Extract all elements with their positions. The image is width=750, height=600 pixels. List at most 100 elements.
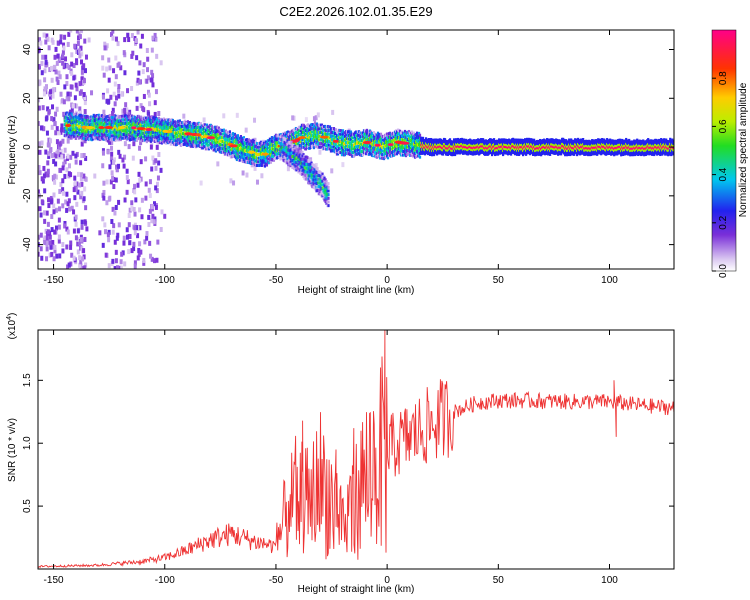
ridge-cell: [213, 129, 216, 133]
noise-cell: [107, 77, 111, 83]
ridge-cell: [116, 136, 119, 140]
ridge-cell: [205, 138, 208, 142]
noise-cell: [117, 93, 121, 99]
ridge-cell: [365, 128, 369, 132]
ridge-cell: [412, 131, 416, 135]
ridge-cell: [115, 127, 118, 131]
noise-cell: [130, 53, 134, 59]
ridge-cell: [524, 138, 527, 142]
noise-cell: [139, 43, 143, 49]
noise-cell: [38, 206, 42, 212]
noise-cell: [101, 65, 105, 71]
ridge-cell: [267, 157, 271, 161]
noise-cell: [43, 239, 47, 245]
noise-cell: [78, 182, 82, 188]
ridge-cell: [378, 145, 382, 149]
noise-cell: [40, 70, 44, 76]
ridge-cell: [605, 152, 608, 156]
noise-cell: [54, 225, 58, 231]
ridge-cell: [267, 150, 271, 154]
ridge-cell: [386, 156, 390, 160]
noise-cell: [222, 113, 226, 119]
ridge-cell: [378, 141, 382, 145]
noise-cell: [115, 95, 119, 101]
noise-cell: [157, 152, 161, 158]
noise-cell: [304, 117, 308, 123]
ridge-cell: [188, 135, 191, 139]
noise-cell: [58, 188, 62, 194]
noise-cell: [152, 219, 156, 225]
ridge-cell: [210, 146, 213, 150]
ridge-cell: [91, 115, 94, 119]
noise-cell: [111, 206, 115, 212]
noise-cell: [47, 151, 51, 157]
ridge-cell: [375, 141, 379, 145]
noise-cell: [253, 117, 257, 123]
ridge-cell: [178, 119, 181, 123]
noise-cell: [155, 181, 159, 187]
ridge-cell: [315, 122, 319, 126]
ridge-cell: [302, 142, 306, 146]
ridge-cell: [378, 152, 382, 156]
noise-cell: [48, 234, 52, 240]
ridge-cell: [103, 129, 106, 133]
noise-cell: [120, 91, 124, 97]
ridge-cell: [410, 137, 414, 141]
noise-cell: [123, 141, 127, 147]
ridge-cell: [91, 122, 94, 126]
noise-cell: [61, 178, 65, 184]
ridge-cell: [372, 145, 376, 149]
ridge-cell: [628, 138, 631, 142]
ridge-cell: [299, 129, 303, 133]
noise-cell: [51, 104, 55, 110]
ridge-cell: [242, 158, 246, 162]
noise-cell: [144, 195, 148, 201]
ridge-cell: [164, 141, 167, 145]
ridge-cell: [596, 152, 599, 156]
ridge-cell: [168, 125, 171, 129]
ridge-cell: [115, 134, 118, 138]
noise-cell: [136, 182, 140, 188]
noise-cell: [250, 162, 254, 168]
ridge-cell: [398, 144, 402, 148]
ridge-cell: [127, 129, 130, 133]
noise-cell: [69, 261, 73, 267]
noise-cell: [57, 238, 61, 244]
ridge-cell: [213, 136, 216, 140]
noise-cell: [65, 81, 69, 87]
noise-cell: [77, 240, 81, 246]
ridge-cell: [91, 119, 94, 123]
ridge-cell: [205, 145, 208, 149]
noise-cell: [123, 261, 127, 267]
noise-cell: [80, 190, 84, 196]
ridge-cell: [164, 127, 167, 131]
noise-cell: [123, 70, 127, 76]
noise-cell: [56, 79, 60, 85]
noise-cell: [50, 153, 54, 159]
noise-cell: [38, 121, 40, 127]
noise-cell: [104, 252, 108, 258]
ridge-cell: [129, 137, 132, 141]
noise-cell: [108, 164, 112, 170]
ridge-cell: [204, 143, 207, 147]
noise-cell: [130, 33, 134, 39]
ridge-cell: [575, 138, 578, 142]
noise-cell: [82, 63, 86, 69]
ridge-cell: [79, 121, 82, 125]
ridge-cell: [238, 144, 242, 148]
noise-cell: [142, 93, 146, 99]
ridge-cell: [127, 114, 130, 118]
ridge-cell: [263, 164, 267, 168]
ridge-cell: [168, 122, 171, 126]
ridge-cell: [334, 128, 338, 132]
ridge-cell: [299, 144, 303, 148]
noise-cell: [151, 213, 155, 219]
noise-cell: [39, 246, 43, 252]
noise-cell: [147, 222, 151, 228]
noise-cell: [38, 234, 41, 240]
ridge-cell: [214, 138, 217, 142]
noise-cell: [82, 248, 86, 254]
noise-cell: [44, 39, 48, 45]
ridge-cell: [92, 135, 95, 139]
